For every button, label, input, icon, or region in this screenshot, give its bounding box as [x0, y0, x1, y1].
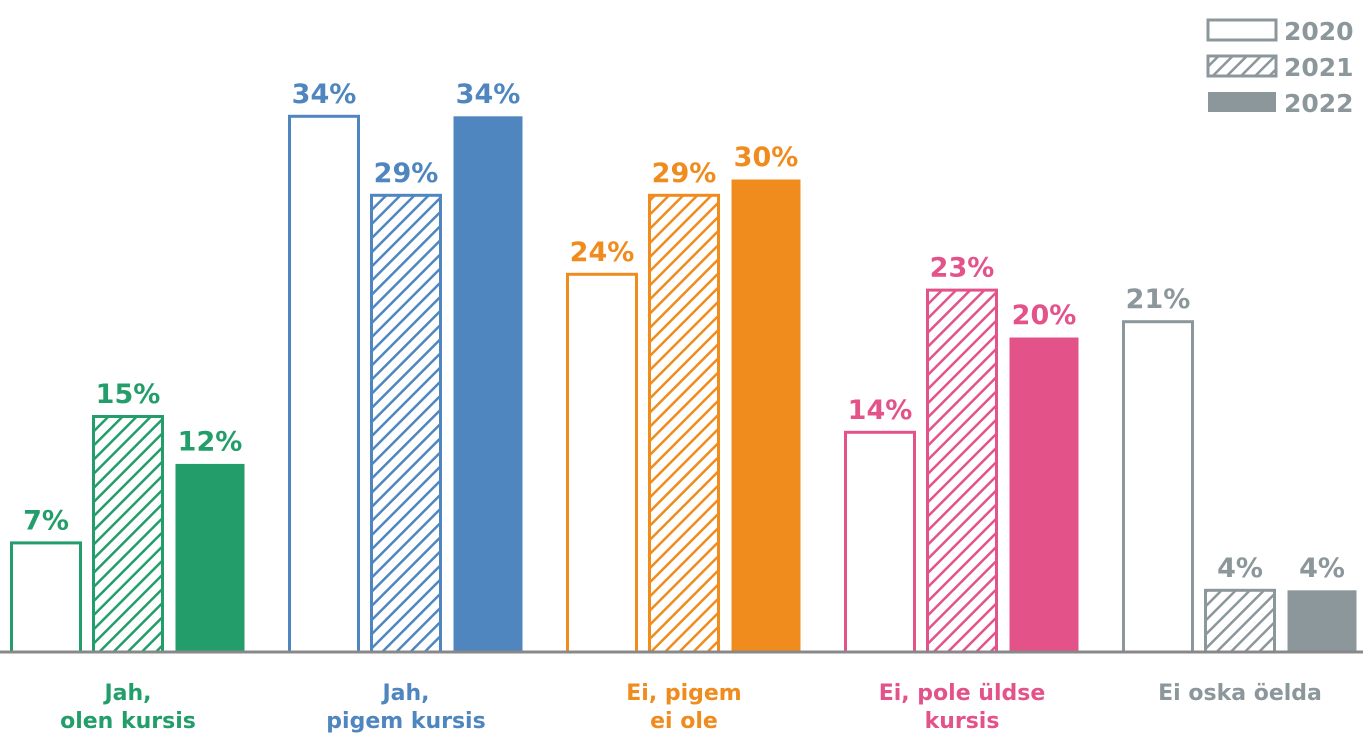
value-label: 29%	[374, 158, 439, 189]
value-label: 24%	[570, 237, 635, 268]
value-label: 12%	[178, 426, 243, 457]
legend-label: 2021	[1284, 53, 1354, 82]
value-label: 23%	[930, 253, 995, 284]
value-label: 4%	[1217, 553, 1263, 584]
category-label: Jah, pigem kursis	[326, 681, 485, 734]
bar	[175, 463, 245, 652]
bar	[1122, 320, 1194, 654]
category-label: Ei oska öelda	[1158, 681, 1322, 706]
bar	[926, 288, 998, 654]
value-label: 15%	[96, 379, 161, 410]
legend-swatch	[1206, 54, 1278, 78]
bar	[1204, 588, 1276, 654]
bar	[648, 193, 720, 654]
bar	[844, 430, 916, 654]
bar	[10, 541, 82, 654]
value-label: 34%	[292, 79, 357, 110]
legend-label: 2020	[1284, 17, 1354, 46]
category-label: Ei, pigem ei ole	[626, 681, 741, 734]
legend-label: 2022	[1284, 89, 1354, 118]
legend-swatch	[1208, 92, 1276, 112]
value-label: 4%	[1299, 553, 1345, 584]
value-label: 34%	[456, 79, 521, 110]
bar	[92, 415, 164, 654]
category-label: Jah, olen kursis	[60, 681, 196, 734]
bar	[566, 272, 638, 654]
value-label: 30%	[734, 142, 799, 173]
value-label: 7%	[23, 505, 69, 536]
category-label: Ei, pole üldse kursis	[879, 681, 1046, 734]
legend-swatch	[1206, 18, 1278, 42]
value-label: 14%	[848, 395, 913, 426]
value-label: 20%	[1012, 300, 1077, 331]
value-label: 21%	[1126, 284, 1191, 315]
bar	[288, 114, 360, 654]
bar	[1009, 337, 1079, 652]
bar	[370, 193, 442, 654]
bar	[1287, 590, 1357, 652]
bar	[453, 116, 523, 653]
bar	[731, 179, 801, 652]
value-label: 29%	[652, 158, 717, 189]
